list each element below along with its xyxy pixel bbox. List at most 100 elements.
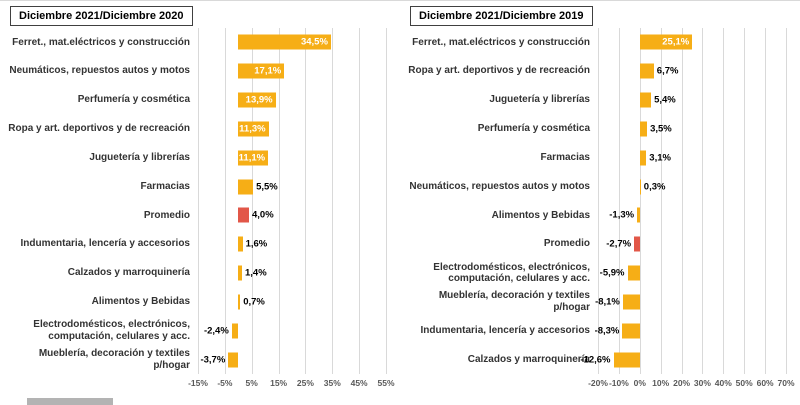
value-label: 1,6% [245,238,268,250]
plot-area: 17,1% [198,57,386,86]
category-label: Electrodomésticos, electrónicos, computa… [33,319,190,342]
value-label: -1,3% [609,209,635,221]
bar [238,150,269,166]
chart-row: Perfumería y cosmética 3,5% [408,114,786,143]
bar-promedio [634,236,640,252]
plot-area: -1,3% [598,201,786,230]
chart-row: Electrodomésticos, electrónicos, computa… [8,316,386,345]
gridline [386,28,387,374]
chart-rows: Ferret., mat.eléctricos y construcción 34… [8,28,386,374]
value-label: 5,4% [654,94,676,106]
chart-row: Neumáticos, repuestos autos y motos 0,3% [408,172,786,201]
category-label: Indumentaria, lencería y accesorios [420,324,590,336]
gridlines [598,28,787,374]
category-label: Perfumería y cosmética [77,94,190,106]
chart-row: Promedio 4,0% [8,201,386,230]
chart-row: Perfumería y cosmética 13,9% [8,86,386,115]
category-label: Alimentos y Bebidas [491,209,590,221]
bar [613,352,640,368]
plot-area: 13,9% [198,86,386,115]
value-label: 17,1% [254,65,282,77]
plot-area: 5,4% [598,86,786,115]
value-label: 1,4% [245,267,267,279]
bar [238,179,254,195]
category-label: Neumáticos, repuestos autos y motos [409,180,590,192]
plot-area: -8,3% [595,316,786,345]
value-label: 0,3% [643,181,666,193]
plot-area: -12,6% [580,345,786,374]
gridline [224,28,226,374]
axis-tick-label: 50% [735,378,753,388]
category-label: Perfumería y cosmética [477,123,590,135]
category-label: Juguetería y librerías [489,94,590,106]
legend-cutoff-box [27,398,113,405]
gridline [618,28,620,374]
axis-tick-label: -10% [608,378,629,388]
chart-row: Alimentos y Bebidas -1,3% [408,201,786,230]
plot-area: 1,4% [198,259,386,288]
chart-row: Farmacias 5,5% [8,172,386,201]
value-label: -12,6% [580,354,611,366]
plot-area: -2,4% [198,316,386,345]
axis-tick-label: 30% [693,378,711,388]
axis-tick-label: 35% [323,378,341,388]
gridline [639,28,641,374]
value-label: 4,0% [252,209,274,221]
plot-area: 3,1% [598,143,786,172]
bar [238,265,243,281]
category-label: Neumáticos, repuestos autos y motos [9,65,190,77]
gridline [198,28,199,374]
category-label: Farmacias [540,151,590,163]
category-label: Promedio [543,238,590,250]
bar [627,265,640,281]
plot-area: 0,7% [198,287,386,316]
chart-row: Ropa y art. deportivos y de recreación 11… [8,114,386,143]
chart-row: Electrodomésticos, electrónicos, computa… [408,259,786,288]
gridline [765,28,767,374]
chart-row: Juguetería y librerías 11,1% [8,143,386,172]
chart-row: Mueblería, decoración y textiles p/hogar… [8,345,386,374]
x-axis: -20% -10% 0% 10% 20% 30% 40% 50% 60% 70% [588,376,794,390]
gridline [598,28,599,374]
chart-row: Neumáticos, repuestos autos y motos 17,1% [8,57,386,86]
chart-row: Indumentaria, lencería y accesorios 1,6% [8,230,386,259]
chart-row: Farmacias 3,1% [408,143,786,172]
gridline [681,28,683,374]
bar [238,92,276,108]
chart-row: Calzados y marroquinería -12,6% [408,345,786,374]
bar [238,121,269,137]
plot-area: 6,7% [598,57,786,86]
category-label: Ropa y art. deportivos y de recreación [408,65,590,77]
value-label: -2,4% [203,325,229,337]
plot-area: -3,7% [198,345,386,374]
category-label: Mueblería, decoración y textiles p/hogar [438,290,590,313]
value-label: 34,5% [300,36,328,48]
bar [238,236,243,252]
category-label: Mueblería, decoración y textiles p/hogar [38,348,190,371]
axis-tick-label: -15% [188,378,208,388]
category-label: Farmacias [140,180,190,192]
axis-tick-label: 45% [350,378,368,388]
plot-area: 11,1% [198,143,386,172]
gridlines [198,28,387,374]
axis-tick-label: -5% [217,378,233,388]
value-label: -8,1% [595,296,620,308]
bar [622,294,640,310]
value-label: 11,3% [239,123,266,135]
chart-title: Diciembre 2021/Diciembre 2019 [410,6,593,26]
category-label: Juguetería y librerías [89,151,190,163]
axis-tick-label: 25% [296,378,314,388]
plot-area: 1,6% [198,230,386,259]
value-label: -3,7% [200,354,226,366]
gridline [305,28,307,374]
gridline [723,28,725,374]
category-label: Promedio [143,209,190,221]
value-label: 6,7% [656,65,679,77]
gridline [332,28,334,374]
bar [637,207,640,223]
chart-row: Mueblería, decoración y textiles p/hogar… [408,287,786,316]
chart-body: Ferret., mat.eléctricos y construcción 25… [408,28,795,400]
category-label: Calzados y marroquinería [467,353,590,365]
bar [639,63,654,79]
bar [639,34,693,50]
